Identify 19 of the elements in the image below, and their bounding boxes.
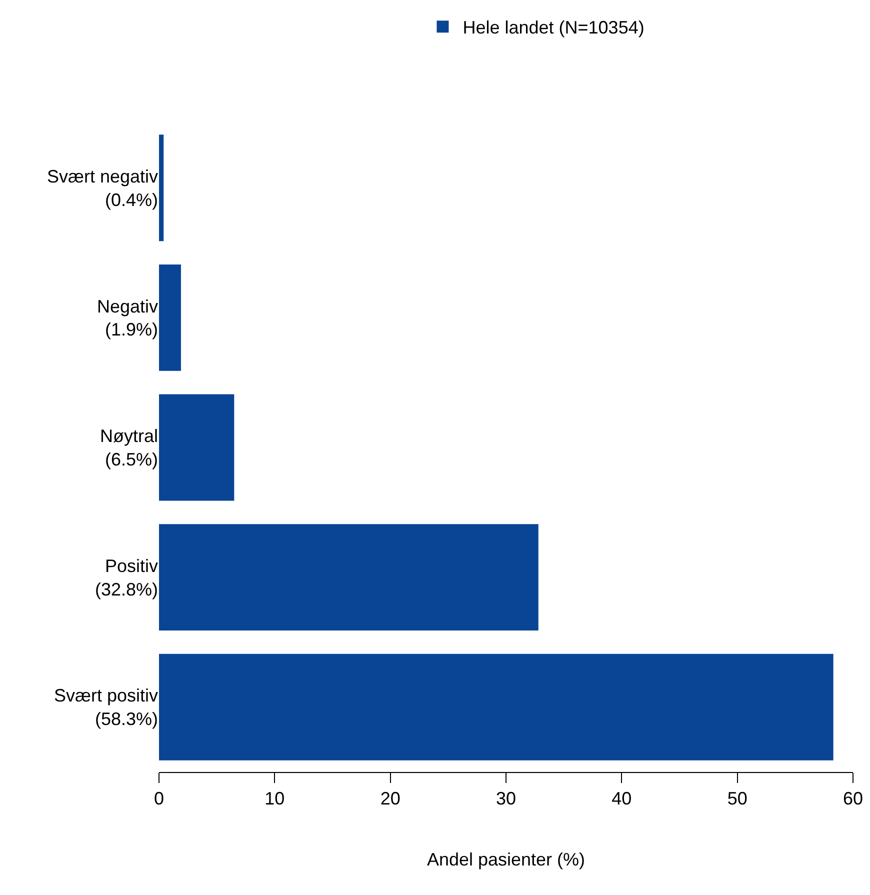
x-tick-label: 40 (612, 788, 632, 809)
x-tick-label: 30 (496, 788, 516, 809)
x-axis-title: Andel pasienter (%) (426, 850, 586, 870)
bar (159, 394, 234, 501)
bar (159, 264, 181, 371)
y-tick-label: Svært positiv (58.3%) (54, 686, 158, 730)
x-tick-label: 10 (264, 788, 285, 809)
x-tick-label: 20 (380, 788, 400, 809)
x-tick-label: 60 (842, 788, 864, 809)
bar (159, 134, 164, 242)
x-tick-label: 0 (154, 788, 164, 809)
y-tick-label: Nøytral (6.5%) (100, 426, 158, 470)
bar (159, 524, 538, 631)
y-tick-label: Svært negativ (0.4%) (46, 166, 158, 210)
x-tick-label: 50 (727, 788, 748, 809)
bar (159, 654, 834, 760)
legend-label: Hele landet (N=10354) (462, 18, 644, 38)
y-tick-label: Negativ (1.9%) (96, 296, 158, 340)
y-tick-label: Positiv (32.8%) (94, 556, 158, 600)
